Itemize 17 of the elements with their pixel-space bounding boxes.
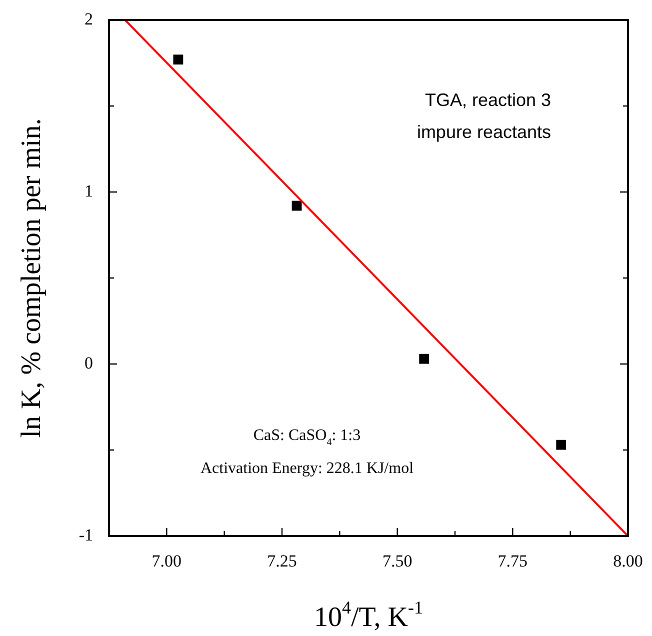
x-tick-label: 7.25	[267, 552, 297, 571]
y-tick-label: -1	[78, 525, 93, 544]
x-tick-label: 8.00	[613, 552, 643, 571]
point	[173, 54, 184, 65]
point	[292, 200, 302, 211]
point	[419, 354, 430, 364]
annotation: impure reactants	[416, 122, 552, 142]
x-tick-label: 7.50	[382, 552, 412, 571]
x-tick-label: 7.75	[498, 552, 528, 571]
point	[556, 440, 566, 450]
y-tick-label: 0	[84, 353, 93, 372]
y-tick-label: 2	[84, 9, 93, 28]
x-tick-label: 7.00	[152, 552, 182, 571]
annotation: TGA, reaction 3	[424, 90, 552, 110]
y-axis-title: ln K, % completion per min.	[16, 118, 47, 438]
annotation: Activation Energy: 228.1 KJ/mol	[200, 460, 414, 477]
y-tick-label: 1	[84, 181, 93, 200]
